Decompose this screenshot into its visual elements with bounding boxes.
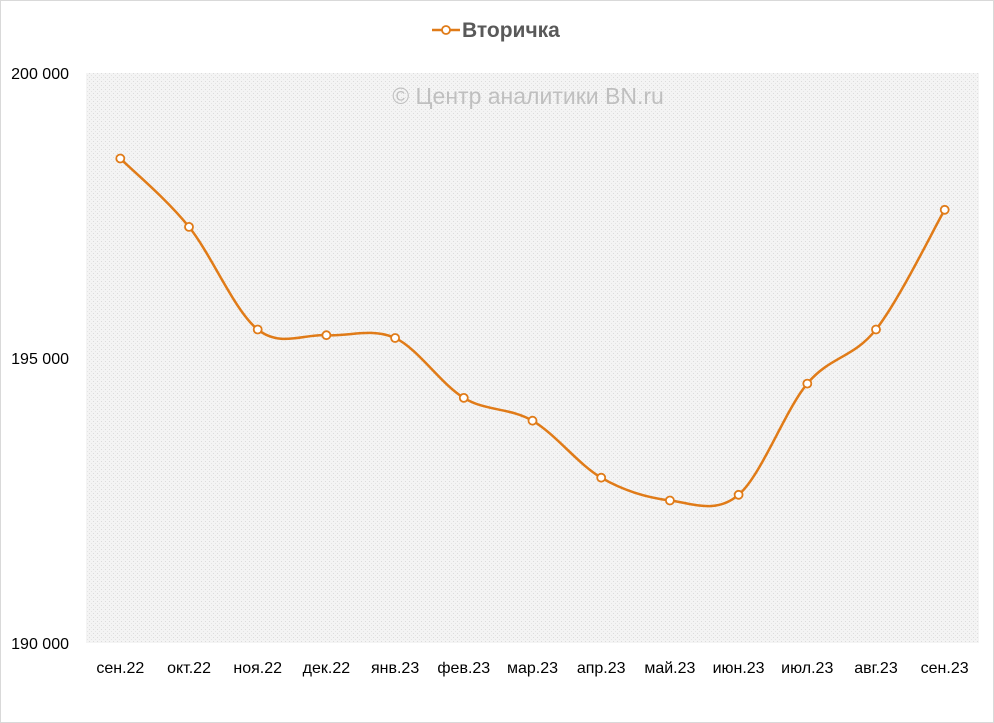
data-point-marker bbox=[665, 495, 675, 506]
data-point-marker bbox=[458, 392, 469, 403]
legend-marker bbox=[441, 25, 451, 35]
data-point-marker bbox=[733, 489, 744, 500]
x-tick-label: окт.22 bbox=[167, 660, 211, 677]
x-tick-label: сен.23 bbox=[921, 660, 969, 677]
data-point-marker bbox=[184, 221, 194, 232]
legend: Вторичка bbox=[432, 19, 560, 42]
data-point-marker bbox=[527, 415, 538, 426]
data-point-marker bbox=[115, 153, 126, 164]
legend-label: Вторичка bbox=[462, 19, 560, 42]
data-point-marker bbox=[939, 204, 950, 215]
x-tick-label: сен.22 bbox=[96, 660, 144, 677]
x-tick-label: май.23 bbox=[644, 660, 695, 677]
data-point-marker bbox=[871, 324, 881, 335]
y-tick-label: 190 000 bbox=[11, 636, 69, 653]
x-tick-label: авг.23 bbox=[854, 660, 898, 677]
data-point-marker bbox=[252, 324, 263, 335]
x-axis: сен.22 окт.22 ноя.22 дек.22 янв.23 фев.23 мар.… bbox=[96, 660, 968, 677]
x-tick-label: июн.23 bbox=[713, 660, 765, 677]
y-axis: 190 000 195 000 200 000 bbox=[11, 66, 69, 653]
x-tick-label: дек.22 bbox=[303, 660, 351, 677]
x-tick-label: ноя.22 bbox=[233, 660, 282, 677]
y-tick-label: 200 000 bbox=[11, 66, 69, 83]
x-tick-label: фев.23 bbox=[437, 660, 490, 677]
data-point-marker bbox=[390, 333, 401, 343]
watermark: © Центр аналитики BN.ru bbox=[392, 83, 664, 109]
series-markers bbox=[115, 153, 950, 506]
y-tick-label: 195 000 bbox=[11, 351, 69, 368]
plot-area bbox=[86, 73, 979, 643]
x-tick-label: июл.23 bbox=[781, 660, 833, 677]
data-point-marker bbox=[596, 472, 607, 483]
x-tick-label: янв.23 bbox=[371, 660, 419, 677]
data-point-marker bbox=[321, 330, 332, 341]
data-point-marker bbox=[802, 378, 813, 389]
x-tick-label: мар.23 bbox=[507, 660, 558, 677]
x-tick-label: апр.23 bbox=[577, 660, 626, 677]
